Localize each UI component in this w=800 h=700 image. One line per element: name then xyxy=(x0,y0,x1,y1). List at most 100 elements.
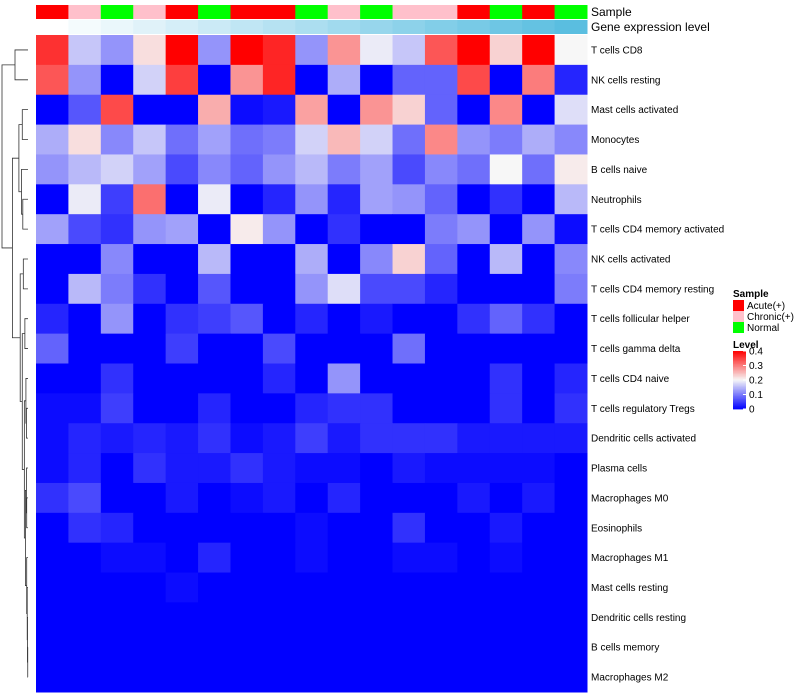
heatmap-cell xyxy=(198,602,231,633)
heatmap-cell xyxy=(100,572,134,603)
heatmap-cell xyxy=(68,393,102,424)
heatmap-cell xyxy=(295,214,329,245)
heatmap-cell xyxy=(133,64,167,96)
heatmap-cell xyxy=(133,303,167,335)
expression-level-annotation-cell xyxy=(133,20,167,34)
heatmap-cell xyxy=(230,423,264,454)
sample-legend-label: Acute(+) xyxy=(747,301,785,312)
heatmap-cell xyxy=(522,662,556,693)
heatmap-cell xyxy=(489,512,523,544)
heatmap-cell xyxy=(230,662,264,693)
heatmap-cell xyxy=(522,363,556,394)
heatmap-cell xyxy=(554,333,588,364)
heatmap-cell xyxy=(522,632,556,663)
expression-level-annotation-cell xyxy=(424,20,458,34)
heatmap-cell xyxy=(522,244,556,275)
level-legend-gradient-step xyxy=(733,358,746,361)
heatmap-cell xyxy=(165,154,199,185)
heatmap-cell xyxy=(68,602,102,633)
heatmap-cell xyxy=(198,662,231,693)
heatmap-cell xyxy=(522,542,556,574)
heatmap-cell xyxy=(230,632,264,663)
heatmap-cell xyxy=(68,214,102,245)
heatmap-cell xyxy=(230,602,264,633)
heatmap-cell xyxy=(198,64,231,96)
heatmap-cell xyxy=(554,244,588,275)
heatmap-cell xyxy=(489,94,523,126)
heatmap-cell xyxy=(230,542,264,574)
heatmap-cell xyxy=(295,662,329,693)
heatmap-cell xyxy=(133,333,167,364)
heatmap-cell xyxy=(36,303,69,335)
level-legend-gradient-step xyxy=(733,407,746,410)
dendrogram-branch xyxy=(25,378,28,424)
dendrogram-branch xyxy=(14,49,28,81)
row-label: Plasma cells xyxy=(591,464,647,475)
heatmap-cell xyxy=(424,423,458,454)
heatmap-cell xyxy=(457,184,491,215)
heatmap-cell xyxy=(36,94,69,126)
heatmap-cell xyxy=(360,363,394,394)
heatmap-cell xyxy=(424,303,458,335)
level-legend-gradient-step xyxy=(733,394,746,397)
heatmap-cell xyxy=(554,214,588,245)
heatmap-cell xyxy=(262,512,296,544)
heatmap-cell xyxy=(133,393,167,424)
level-legend-gradient-step xyxy=(733,404,746,407)
level-legend-gradient-step xyxy=(733,361,746,363)
heatmap-cell xyxy=(36,393,69,424)
heatmap-cell xyxy=(554,512,588,544)
heatmap-cell xyxy=(36,423,69,454)
level-legend-tick-label: 0.1 xyxy=(749,390,763,401)
sample-annotation-cell xyxy=(489,5,523,19)
heatmap-cell xyxy=(424,512,458,544)
heatmap-cell xyxy=(68,542,102,574)
heatmap-cell xyxy=(457,273,491,305)
heatmap-cell xyxy=(457,632,491,663)
heatmap-cell xyxy=(198,154,231,185)
heatmap-cell xyxy=(133,94,167,126)
heatmap-cell xyxy=(100,632,134,663)
heatmap-cell xyxy=(457,94,491,126)
heatmap-cell xyxy=(100,423,134,454)
heatmap-cell xyxy=(489,632,523,663)
heatmap-cell xyxy=(36,184,69,215)
heatmap-cell xyxy=(392,35,426,66)
heatmap-cell xyxy=(327,482,361,514)
row-label: B cells memory xyxy=(591,643,659,654)
heatmap-cell xyxy=(424,453,458,484)
sample-annotation-cell xyxy=(198,5,231,19)
heatmap-cell xyxy=(424,363,458,394)
heatmap-cell xyxy=(36,632,69,663)
heatmap-cell xyxy=(327,124,361,155)
heatmap-cell xyxy=(133,632,167,663)
heatmap-cell xyxy=(360,35,394,66)
level-legend-gradient-step xyxy=(733,353,746,356)
heatmap-cell xyxy=(360,124,394,155)
heatmap-cell xyxy=(165,64,199,96)
heatmap-cell xyxy=(295,393,329,424)
heatmap-cell xyxy=(133,35,167,66)
heatmap-cell xyxy=(262,542,296,574)
heatmap-cell xyxy=(133,572,167,603)
heatmap-cell xyxy=(327,273,361,305)
level-legend-gradient-step xyxy=(733,356,746,359)
heatmap-cell xyxy=(100,542,134,574)
heatmap-cell xyxy=(457,333,491,364)
heatmap-cell xyxy=(424,94,458,126)
expression-level-annotation-cell xyxy=(262,20,296,34)
heatmap-cell xyxy=(68,572,102,603)
heatmap-cell xyxy=(198,632,231,663)
heatmap-cell xyxy=(295,94,329,126)
heatmap-cell xyxy=(554,542,588,574)
level-legend-gradient-step xyxy=(733,380,746,382)
heatmap-cell xyxy=(262,572,296,603)
level-legend-gradient-step xyxy=(733,365,746,368)
heatmap-cell xyxy=(360,64,394,96)
heatmap-cell xyxy=(327,423,361,454)
level-legend-gradient-step xyxy=(733,395,746,398)
heatmap-cell xyxy=(295,423,329,454)
level-legend-gradient-step xyxy=(733,401,746,404)
level-legend-gradient-step xyxy=(733,366,746,369)
